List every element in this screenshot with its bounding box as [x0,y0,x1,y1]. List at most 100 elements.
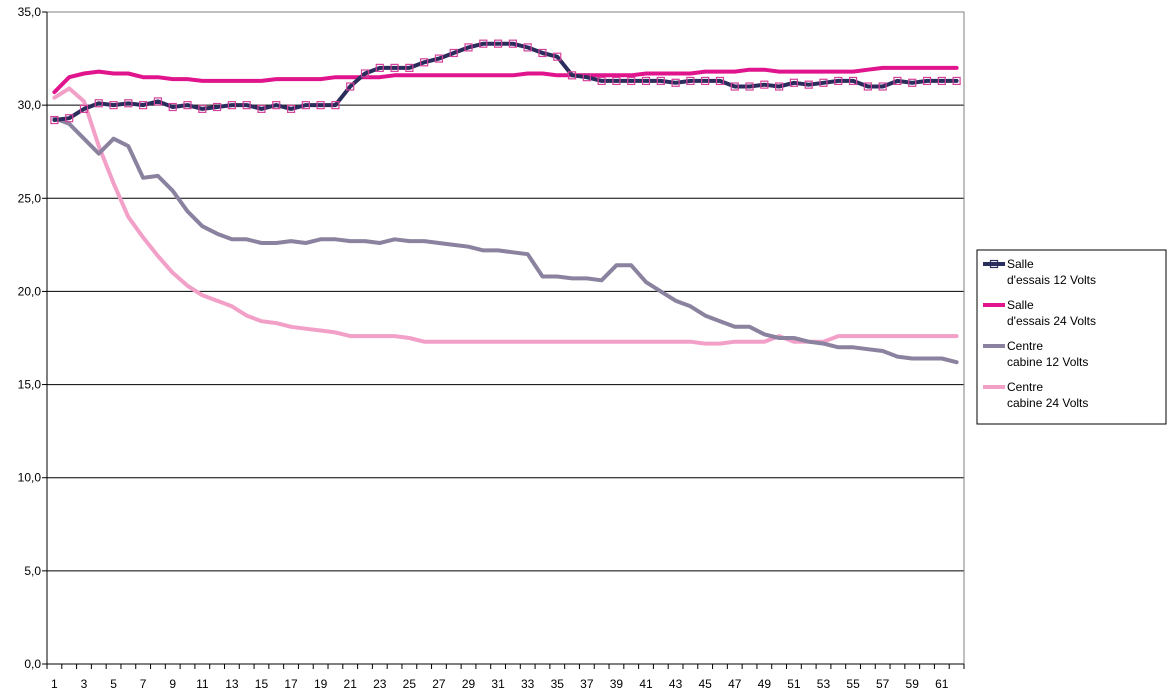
x-tick-label: 41 [639,677,653,691]
data-point [760,80,769,89]
series-line-2 [52,116,959,365]
data-point [183,101,192,110]
data-point [922,76,932,86]
data-point [775,82,784,91]
legend: Salle d'essais 12 Volts Salle d'essais 24 V… [976,249,1167,425]
data-point [523,43,532,52]
data-point [908,78,917,87]
x-tick-label: 55 [846,677,860,691]
series-layer [50,39,961,365]
x-tick-label: 15 [255,677,269,691]
data-point [212,102,222,112]
plot-frame [46,11,965,665]
data-point [893,76,902,86]
x-tick-label: 43 [669,677,683,691]
x-tick-label: 19 [314,677,328,691]
x-tick-label: 45 [698,677,712,691]
data-point [65,114,74,123]
data-point [272,101,281,110]
x-tick-label: 61 [935,677,949,691]
data-point [405,63,414,72]
y-tick-label: 0,0 [24,657,41,671]
data-point [937,76,946,86]
data-point [242,101,251,110]
data-point [567,71,577,80]
data-point [641,76,651,86]
x-tick-label: 39 [610,677,624,691]
data-point [346,82,355,91]
data-point [420,58,429,67]
data-point [286,104,296,113]
data-point [375,63,384,72]
data-point [656,76,665,86]
x-tick-label: 33 [521,677,535,691]
data-point [316,101,325,110]
x-tick-label: 35 [551,677,565,691]
data-point [494,39,503,48]
y-tick-label: 20,0 [18,284,42,298]
y-tick-label: 25,0 [18,191,42,205]
x-tick-label: 21 [344,677,358,691]
data-point [878,82,887,91]
data-point [627,76,636,86]
data-point [804,80,813,89]
data-point [686,76,695,86]
data-point [671,78,680,87]
x-tick-label: 59 [906,677,920,691]
data-point [789,78,799,87]
data-point [730,82,739,91]
data-point [508,39,517,48]
data-point [834,76,843,86]
data-point [301,101,310,110]
data-point [952,76,961,86]
legend-marker [989,259,999,269]
data-point [848,76,858,86]
data-point [124,99,133,108]
data-point [701,76,710,86]
x-tick-label: 29 [462,677,476,691]
data-point [715,76,725,86]
x-tick-label: 23 [373,677,387,691]
plot-border [46,11,965,665]
x-tick-label: 37 [580,677,594,691]
y-tick-label: 10,0 [18,471,42,485]
data-point [360,69,370,78]
data-point [227,101,236,110]
data-point [612,76,621,86]
y-axis: 0,0 5,0 10,0 15,0 20,0 25,0 30,0 35,0 [18,5,47,671]
data-point [449,48,458,58]
x-tick-label: 25 [403,677,417,691]
legend-box [976,249,1167,425]
series-line-1 [52,65,959,95]
x-tick-label: 51 [787,677,801,691]
x-tick-label: 13 [225,677,239,691]
x-tick-label: 31 [491,677,505,691]
data-point [331,101,340,110]
data-point [597,76,606,86]
x-tick-label: 11 [196,677,209,691]
y-tick-label: 35,0 [18,5,42,19]
data-point [745,82,754,91]
legend-label: Salle d'essais 12 Volts [1007,257,1096,287]
data-point [553,52,562,61]
data-point [538,48,547,58]
legend-label: Salle d'essais 24 Volts [1007,298,1096,328]
data-point [464,43,473,52]
x-tick-label: 57 [876,677,890,691]
data-point [79,104,89,113]
x-tick-label: 3 [81,677,88,691]
x-tick-label: 1 [51,677,58,691]
x-tick-label: 27 [432,677,446,691]
x-axis: 1 3 5 7 9 11 13 15 17 19 21 23 25 27 29 31 33 35 37 39 41 43 4… [46,664,965,691]
data-point [139,101,148,110]
data-point [94,99,103,108]
data-point [168,102,177,112]
x-tick-label: 53 [817,677,831,691]
data-point [198,104,207,113]
data-point [863,82,872,91]
x-tick-label: 47 [728,677,742,691]
data-point [434,54,444,63]
legend-label: Centre cabine 24 Volts [1007,380,1088,410]
data-point [257,104,266,113]
